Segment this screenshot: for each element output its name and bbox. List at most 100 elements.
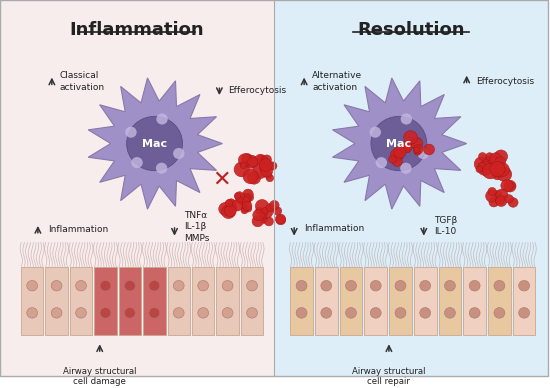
Circle shape [51, 281, 62, 291]
Circle shape [239, 196, 250, 207]
Circle shape [262, 208, 268, 214]
Circle shape [420, 308, 431, 318]
Circle shape [252, 216, 263, 227]
Circle shape [241, 207, 248, 214]
Circle shape [238, 154, 251, 166]
Circle shape [268, 162, 277, 170]
Text: ✕: ✕ [212, 170, 230, 189]
FancyBboxPatch shape [143, 267, 166, 334]
Circle shape [509, 183, 516, 189]
FancyBboxPatch shape [70, 267, 92, 334]
Circle shape [235, 192, 244, 201]
Circle shape [371, 116, 427, 171]
FancyBboxPatch shape [414, 267, 437, 334]
Circle shape [258, 208, 268, 217]
Circle shape [390, 149, 404, 162]
Circle shape [261, 165, 273, 177]
FancyBboxPatch shape [241, 267, 263, 334]
Circle shape [482, 156, 494, 168]
Circle shape [243, 201, 252, 210]
Circle shape [424, 144, 434, 155]
Text: Airway structural
cell damage: Airway structural cell damage [63, 367, 136, 386]
Circle shape [478, 163, 486, 170]
FancyBboxPatch shape [119, 267, 141, 334]
Circle shape [245, 193, 254, 201]
Circle shape [388, 156, 396, 163]
Text: Inflammation: Inflammation [69, 21, 204, 39]
Circle shape [232, 200, 243, 211]
Circle shape [496, 196, 504, 205]
Circle shape [400, 113, 412, 125]
FancyBboxPatch shape [340, 267, 362, 334]
FancyBboxPatch shape [513, 267, 536, 334]
Circle shape [494, 150, 508, 163]
Circle shape [242, 153, 252, 164]
FancyBboxPatch shape [216, 267, 239, 334]
Circle shape [270, 201, 279, 210]
Circle shape [392, 157, 402, 166]
Circle shape [519, 281, 530, 291]
Text: Mac: Mac [142, 139, 167, 149]
Circle shape [296, 281, 307, 291]
Circle shape [100, 308, 111, 318]
Circle shape [496, 196, 507, 206]
Circle shape [265, 217, 273, 226]
Circle shape [260, 212, 267, 219]
Circle shape [234, 193, 241, 199]
Circle shape [469, 281, 480, 291]
Circle shape [255, 154, 266, 165]
Circle shape [483, 158, 494, 168]
Circle shape [404, 131, 417, 144]
Circle shape [149, 308, 160, 318]
Circle shape [444, 308, 455, 318]
Circle shape [505, 194, 513, 203]
Circle shape [261, 207, 273, 218]
Circle shape [296, 308, 307, 318]
Circle shape [198, 281, 208, 291]
Circle shape [401, 143, 411, 153]
Circle shape [100, 281, 111, 291]
Circle shape [255, 199, 269, 213]
Circle shape [376, 157, 387, 168]
Circle shape [173, 281, 184, 291]
Circle shape [124, 308, 135, 318]
Circle shape [494, 157, 505, 168]
Text: Inflammation: Inflammation [304, 224, 365, 234]
Circle shape [497, 167, 512, 182]
Text: Efferocytosis: Efferocytosis [476, 77, 534, 86]
Circle shape [266, 203, 275, 211]
Circle shape [477, 161, 492, 175]
Circle shape [395, 308, 406, 318]
Circle shape [501, 180, 513, 192]
Text: TNFα
IL-1β
MMPs: TNFα IL-1β MMPs [184, 211, 210, 243]
Circle shape [222, 205, 235, 218]
Circle shape [239, 194, 251, 206]
Circle shape [225, 199, 233, 207]
FancyBboxPatch shape [488, 267, 511, 334]
Circle shape [253, 210, 265, 221]
Circle shape [266, 174, 274, 182]
Circle shape [493, 191, 502, 199]
Circle shape [173, 308, 184, 318]
FancyBboxPatch shape [315, 267, 338, 334]
Circle shape [229, 204, 237, 211]
Text: Inflammation: Inflammation [48, 225, 108, 234]
Circle shape [219, 202, 232, 216]
Text: Resolution: Resolution [357, 21, 465, 39]
Polygon shape [88, 78, 222, 209]
Circle shape [478, 152, 487, 160]
Circle shape [265, 171, 272, 178]
Circle shape [241, 206, 248, 212]
FancyBboxPatch shape [389, 267, 412, 334]
Polygon shape [333, 78, 467, 209]
Circle shape [76, 281, 86, 291]
Circle shape [149, 281, 160, 291]
Circle shape [156, 113, 168, 125]
Circle shape [370, 308, 381, 318]
FancyBboxPatch shape [438, 267, 461, 334]
Circle shape [222, 281, 233, 291]
Circle shape [508, 197, 518, 207]
FancyBboxPatch shape [290, 267, 313, 334]
Circle shape [27, 308, 37, 318]
Circle shape [495, 163, 509, 177]
